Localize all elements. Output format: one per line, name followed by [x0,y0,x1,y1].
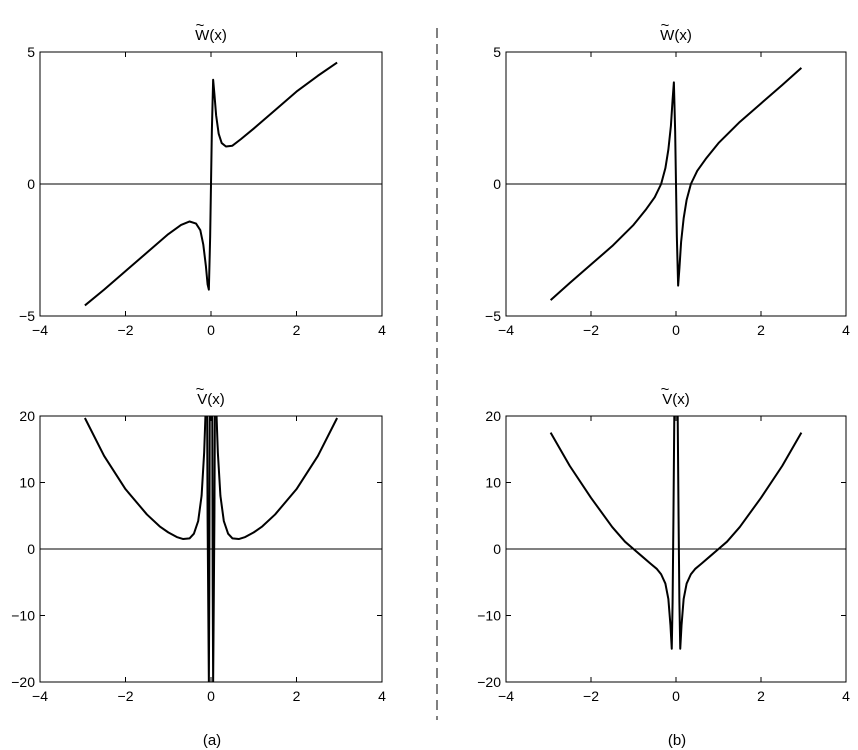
chart-title-accent: ~ [196,17,205,34]
y-tick-label: −20 [477,674,501,690]
x-tick-label: −2 [583,322,599,338]
y-tick-label: 10 [485,475,501,491]
x-tick-label: −2 [118,322,134,338]
x-tick-label: 2 [293,688,301,704]
panel-label-b: (b) [668,732,686,749]
x-tick-label: 2 [757,688,765,704]
x-tick-label: 0 [207,688,215,704]
y-tick-label: 20 [485,408,501,424]
y-tick-label: −20 [11,674,35,690]
x-tick-label: 2 [757,322,765,338]
x-tick-label: 4 [842,322,850,338]
chart-title-accent: ~ [661,17,670,34]
x-tick-label: 4 [378,688,386,704]
y-tick-label: 0 [493,176,501,192]
series-line [84,61,338,307]
chart-title-accent: ~ [661,381,670,398]
x-tick-label: −2 [583,688,599,704]
y-tick-label: 0 [27,176,35,192]
y-tick-label: 5 [27,44,35,60]
chart-title: V(x) [662,391,690,408]
series-line [549,67,803,301]
chart-a-top: −4 −2 0 2 4 −5 0 5 W(x)~ [19,17,386,338]
y-tick-label: 0 [493,541,501,557]
x-tick-label: 4 [378,322,386,338]
x-tick-label: 0 [672,322,680,338]
x-tick-label: −4 [32,688,48,704]
y-tick-label: 10 [19,475,35,491]
chart-title: W(x) [195,27,227,44]
y-tick-label: −10 [11,608,35,624]
x-tick-label: −4 [32,322,48,338]
chart-title: V(x) [197,391,225,408]
chart-title: W(x) [660,27,692,44]
y-tick-label: 5 [493,44,501,60]
x-tick-label: −4 [498,322,514,338]
panel-label-a: (a) [203,732,221,749]
y-tick-label: −10 [477,608,501,624]
series-line [83,416,207,541]
x-tick-label: −2 [118,688,134,704]
series-line [211,416,216,682]
y-tick-label: 0 [27,541,35,557]
series-line [215,416,339,541]
chart-title-accent: ~ [196,381,205,398]
series-line [549,416,676,650]
series-line [676,416,803,650]
x-tick-label: 0 [672,688,680,704]
x-tick-label: 0 [207,322,215,338]
y-tick-label: −5 [19,308,35,324]
y-tick-label: 20 [19,408,35,424]
x-tick-label: 4 [842,688,850,704]
x-tick-label: 2 [293,322,301,338]
chart-b-top: −4 −2 0 2 4 −5 0 5 W(x)~ [485,17,850,338]
x-tick-label: −4 [498,688,514,704]
y-tick-label: −5 [485,308,501,324]
series-line [206,416,211,682]
